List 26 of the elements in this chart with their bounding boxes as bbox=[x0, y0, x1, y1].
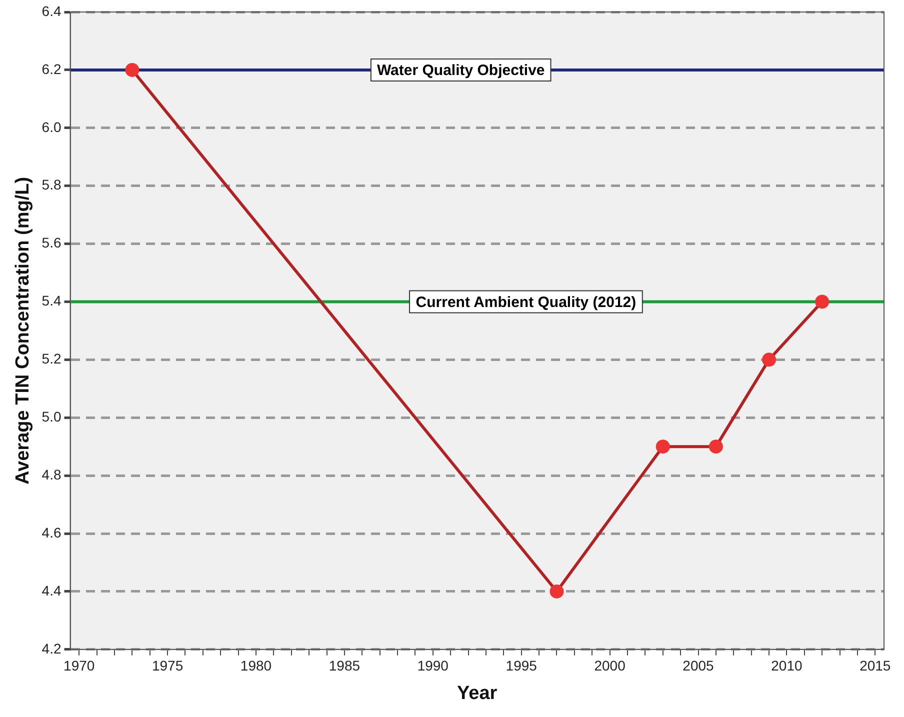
y-tick-label: 6.4 bbox=[42, 2, 62, 19]
x-tick-label: 1985 bbox=[328, 658, 360, 674]
x-tick-label: 2005 bbox=[682, 658, 714, 674]
x-tick-label: 1980 bbox=[240, 658, 272, 674]
y-tick-label: 4.6 bbox=[42, 524, 62, 540]
y-tick-label: 6.0 bbox=[42, 118, 62, 135]
y-tick-label: 5.0 bbox=[42, 408, 62, 424]
x-tick-label: 1995 bbox=[506, 658, 538, 674]
x-tick-label: 1970 bbox=[64, 658, 95, 674]
x-tick-label: 2000 bbox=[594, 658, 626, 674]
y-tick-label: 6.2 bbox=[42, 60, 62, 77]
x-tick-label: 2015 bbox=[860, 658, 891, 674]
x-tick-label: 1990 bbox=[417, 658, 449, 674]
x-tick-label: 1975 bbox=[152, 658, 184, 674]
y-tick-label: 4.2 bbox=[42, 640, 62, 656]
y-tick-label: 4.4 bbox=[42, 582, 62, 598]
y-tick-label: 5.2 bbox=[42, 350, 62, 367]
y-axis-title: Average TIN Concentration (mg/L) bbox=[12, 176, 34, 484]
y-tick-label: 5.4 bbox=[42, 292, 62, 309]
y-tick-label: 4.8 bbox=[42, 466, 62, 482]
y-tick-label: 5.6 bbox=[42, 234, 62, 251]
x-tick-label: 2010 bbox=[771, 658, 802, 674]
ref-line-label: Current Ambient Quality (2012) bbox=[416, 294, 636, 311]
ref-line-label: Water Quality Objective bbox=[376, 62, 545, 80]
x-axis-title: Year bbox=[457, 682, 498, 704]
y-tick-label: 5.8 bbox=[42, 176, 62, 193]
